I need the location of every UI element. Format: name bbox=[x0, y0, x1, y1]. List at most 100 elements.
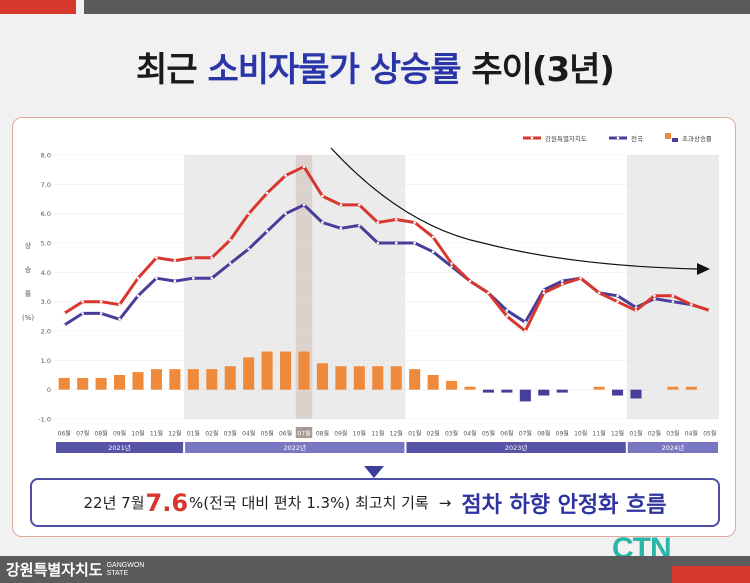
month-label: 11월 bbox=[150, 430, 163, 438]
month-label: 12월 bbox=[390, 430, 403, 438]
national-line-point bbox=[616, 294, 619, 298]
excess-bar bbox=[132, 372, 144, 390]
national-line-point bbox=[173, 279, 177, 283]
gangwon-line-point bbox=[228, 238, 232, 242]
excess-bar bbox=[206, 369, 218, 390]
national-line-point bbox=[247, 247, 250, 251]
month-label: 01월 bbox=[408, 430, 421, 438]
national-line-point bbox=[284, 212, 287, 215]
month-label: 12월 bbox=[611, 430, 624, 438]
legend-national-label: 전국 bbox=[631, 134, 643, 143]
year-label: 2021년 bbox=[108, 443, 131, 452]
national-line-point bbox=[321, 221, 324, 224]
year-label: 2023년 bbox=[505, 443, 528, 452]
national-line-point bbox=[136, 294, 140, 298]
excess-bar bbox=[593, 386, 605, 390]
chart-card: 8.0 7.0 6.0 5.0 4.0 3.0 2.0 1.0 0 -1.0 상 승 률 (%) 06월 07… bbox=[12, 117, 736, 537]
summary-callout: 22년 7월 7.6 %(전국 대비 편차 1.3%) 최고치 기록 → 점차 … bbox=[30, 478, 720, 527]
month-label: 03월 bbox=[445, 430, 458, 438]
y-tick-label: -1.0 bbox=[38, 416, 51, 424]
y-tick-label: 6.0 bbox=[41, 210, 51, 218]
month-label: 10월 bbox=[131, 430, 144, 438]
national-line-point bbox=[358, 224, 361, 227]
cpi-chart: 8.0 7.0 6.0 5.0 4.0 3.0 2.0 1.0 0 -1.0 상승률 (%) 06월 07… bbox=[22, 133, 719, 453]
month-label: 03월 bbox=[666, 430, 679, 438]
gangwon-line-point bbox=[155, 256, 158, 259]
gangwon-line-point bbox=[358, 203, 361, 207]
excess-bar bbox=[501, 389, 513, 393]
national-line-point bbox=[210, 276, 214, 280]
month-label: 05월 bbox=[703, 430, 716, 438]
y-tick-label: 2.0 bbox=[41, 328, 51, 336]
excess-bar bbox=[667, 386, 679, 390]
excess-bar bbox=[556, 389, 568, 393]
gangwon-line-point bbox=[339, 203, 343, 207]
national-line-point bbox=[560, 279, 564, 283]
year-shade bbox=[184, 155, 406, 419]
page-title: 최근 소비자물가 상승률 추이(3년) bbox=[0, 42, 750, 91]
excess-bar bbox=[169, 369, 181, 390]
month-label: 07월 bbox=[76, 430, 89, 438]
y-tick-label: 4.0 bbox=[41, 269, 51, 277]
month-label: 04월 bbox=[242, 430, 255, 438]
month-label: 08월 bbox=[537, 430, 550, 438]
callout-big-value: 7.6 bbox=[145, 488, 189, 517]
excess-bar bbox=[335, 366, 347, 390]
month-label: 11월 bbox=[593, 430, 606, 438]
callout-prefix: 22년 7월 bbox=[83, 494, 145, 512]
month-label: 02월 bbox=[648, 430, 661, 438]
y-tick-label: 7.0 bbox=[41, 181, 51, 189]
month-label: 06월 bbox=[58, 430, 71, 438]
excess-bar bbox=[58, 377, 70, 390]
year-band bbox=[406, 442, 626, 453]
national-line-point bbox=[671, 300, 675, 303]
legend-gangwon-label: 강원특별자치도 bbox=[545, 134, 587, 143]
excess-bar bbox=[372, 366, 384, 390]
gangwon-line-point bbox=[431, 235, 435, 239]
gangwon-line-point bbox=[81, 300, 84, 303]
month-label: 05월 bbox=[261, 430, 274, 438]
gangwon-line-point bbox=[560, 282, 564, 286]
gangwon-line-point bbox=[284, 174, 287, 177]
gangwon-line-point bbox=[210, 256, 214, 259]
legend-excess-swatch-negative bbox=[672, 138, 678, 142]
gangwon-line-point bbox=[450, 262, 453, 265]
month-label: 11월 bbox=[371, 430, 384, 438]
gangwon-line-point bbox=[413, 221, 416, 224]
excess-bar bbox=[538, 389, 550, 396]
excess-bar bbox=[150, 369, 162, 390]
month-label: 08월 bbox=[95, 430, 108, 438]
month-label: 07월 bbox=[297, 430, 310, 438]
month-label: 03월 bbox=[224, 430, 237, 438]
month-label: 12월 bbox=[168, 430, 181, 438]
excess-bar bbox=[446, 380, 458, 390]
national-line-point bbox=[394, 241, 398, 245]
footer-bar bbox=[0, 556, 750, 583]
gangwon-line bbox=[63, 165, 711, 333]
excess-bar bbox=[77, 377, 89, 390]
gangwon-line-point bbox=[173, 259, 177, 262]
gangwon-line-point bbox=[394, 218, 398, 221]
gangwon-line-point bbox=[524, 329, 527, 333]
month-label: 02월 bbox=[205, 430, 218, 438]
national-line-point bbox=[99, 312, 103, 315]
year-label: 2024년 bbox=[662, 443, 685, 452]
gangwon-logo: 강원특별자치도 GANGWON STATE bbox=[6, 559, 144, 580]
national-line-point bbox=[413, 241, 416, 245]
gangwon-line-point bbox=[99, 300, 103, 303]
logo-english-line2: STATE bbox=[106, 569, 129, 577]
y-tick-label: 1.0 bbox=[41, 357, 51, 365]
logo-korean: 강원특별자치도 bbox=[6, 561, 103, 579]
gangwon-line-point bbox=[690, 303, 693, 306]
gangwon-line-point bbox=[708, 309, 712, 312]
top-accent-red bbox=[0, 0, 76, 14]
excess-bar bbox=[482, 389, 494, 393]
month-label: 01월 bbox=[629, 430, 642, 438]
excess-bar bbox=[612, 389, 624, 396]
gangwon-line-point bbox=[118, 303, 121, 306]
excess-bar bbox=[243, 357, 255, 390]
gangwon-line-point bbox=[247, 212, 250, 215]
excess-bar bbox=[409, 369, 421, 390]
excess-bar bbox=[685, 386, 697, 390]
gangwon-line-point bbox=[487, 291, 490, 295]
